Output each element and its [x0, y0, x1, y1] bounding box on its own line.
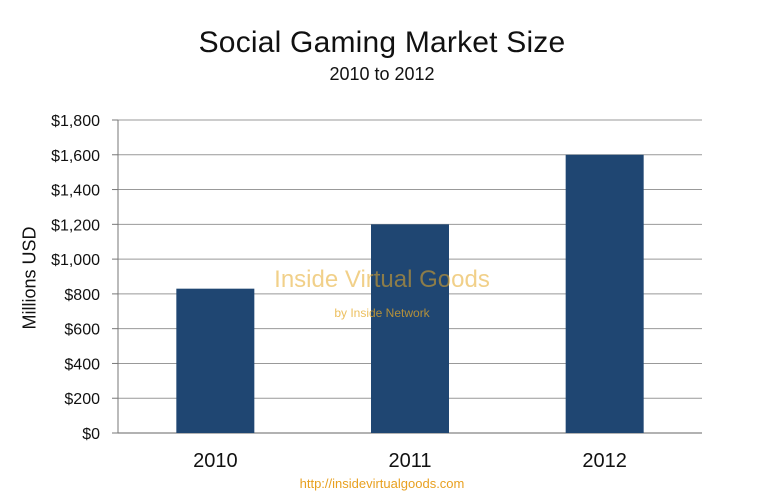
x-tick-label: 2010	[193, 450, 238, 472]
y-tick-label: $400	[64, 356, 100, 373]
watermark-title: Inside Virtual Goods	[274, 266, 490, 293]
chart-subtitle: 2010 to 2012	[329, 64, 435, 84]
y-tick-label: $1,600	[51, 148, 100, 165]
bar-2011	[371, 224, 449, 433]
x-tick-label: 2012	[582, 450, 627, 472]
y-tick-label: $1,400	[51, 183, 100, 200]
y-tick-label: $600	[64, 322, 100, 339]
bar-2012	[565, 154, 644, 433]
y-tick-label: $1,200	[51, 217, 100, 234]
chart-title: Social Gaming Market Size	[198, 26, 566, 59]
bar-layer	[176, 154, 644, 433]
y-tick-label: $1,800	[51, 113, 100, 130]
axis-layer: $0 $200 $400 $600 $800 $1,000 $1,200 $1,400 $1,6…	[51, 113, 627, 472]
y-tick-label: $0	[82, 426, 100, 443]
x-tick-label: 2011	[388, 450, 431, 472]
source-link[interactable]: http://insidevirtualgoods.com	[299, 476, 465, 491]
y-tick-label: $1,000	[51, 252, 100, 269]
watermark-subtitle: by Inside Network	[334, 306, 430, 320]
bar-2010	[176, 288, 255, 433]
y-tick-label: $200	[64, 391, 100, 408]
y-tick-label: $800	[64, 287, 100, 304]
